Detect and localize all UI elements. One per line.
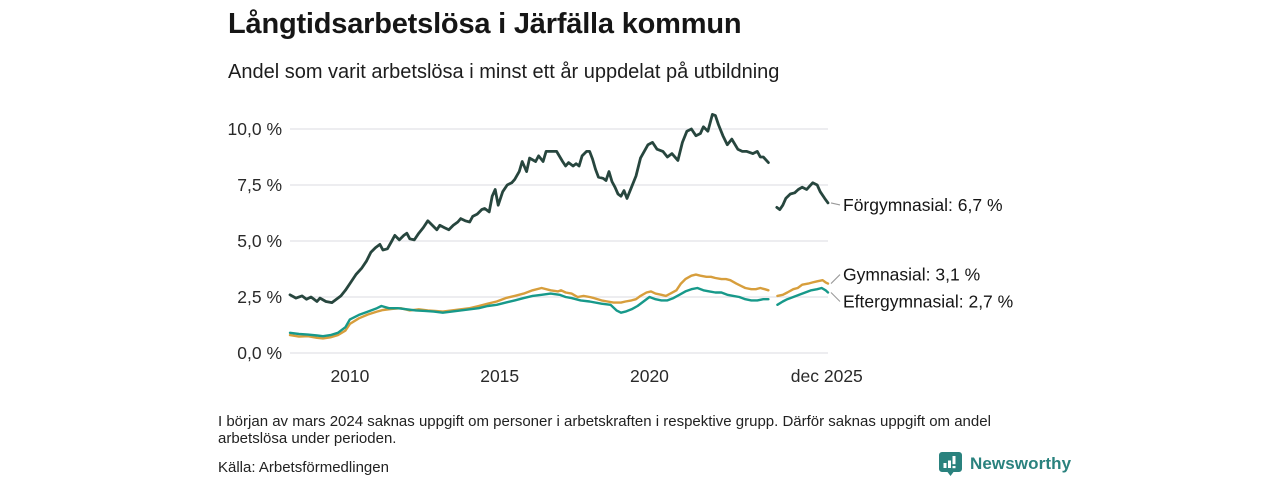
- label-connector-eftergymnasial: [830, 292, 841, 302]
- chart-footnote: I början av mars 2024 saknas uppgift om …: [218, 413, 991, 447]
- label-connector-förgymnasial: [830, 202, 841, 206]
- x-axis-tick-label: dec 2025: [791, 366, 863, 386]
- y-axis-tick-label: 5,0 %: [237, 231, 282, 251]
- newsworthy-logo: Newsworthy: [938, 451, 1071, 477]
- brand-name: Newsworthy: [970, 454, 1072, 473]
- y-axis-tick-label: 0,0 %: [237, 343, 282, 363]
- source-attribution: Källa: Arbetsförmedlingen: [218, 459, 389, 476]
- x-axis-tick-label: 2010: [330, 366, 369, 386]
- line-eftergymnasial: [288, 286, 830, 338]
- page-subtitle: Andel som varit arbetslösa i minst ett å…: [228, 61, 780, 83]
- newsworthy-bar-chart-bubble-icon: [939, 452, 962, 476]
- y-axis-tick-label: 7,5 %: [237, 175, 282, 195]
- page-title: Långtidsarbetslösa i Järfälla kommun: [228, 8, 742, 40]
- series-end-label-gymnasial: Gymnasial: 3,1 %: [843, 265, 980, 285]
- y-axis-tick-label: 2,5 %: [237, 287, 282, 307]
- series-end-label-förgymnasial: Förgymnasial: 6,7 %: [843, 195, 1003, 215]
- series-end-label-eftergymnasial: Eftergymnasial: 2,7 %: [843, 292, 1013, 312]
- x-axis-tick-label: 2020: [630, 366, 669, 386]
- y-axis-tick-label: 10,0 %: [228, 119, 282, 139]
- line-gymnasial: [288, 273, 830, 340]
- x-axis-tick-label: 2015: [480, 366, 519, 386]
- label-connector-gymnasial: [830, 274, 841, 284]
- line-förgymnasial: [288, 113, 830, 304]
